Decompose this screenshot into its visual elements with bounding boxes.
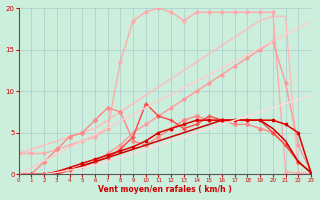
X-axis label: Vent moyen/en rafales ( km/h ): Vent moyen/en rafales ( km/h ) <box>98 185 232 194</box>
